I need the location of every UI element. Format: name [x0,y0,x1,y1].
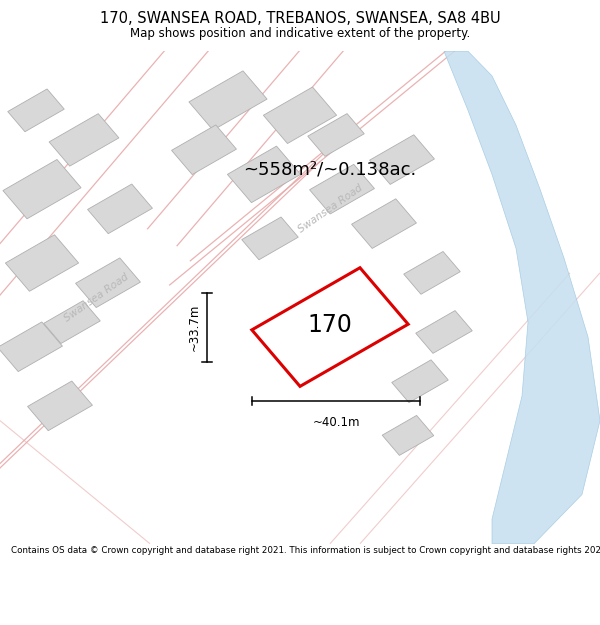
Polygon shape [44,301,100,344]
Polygon shape [404,251,460,294]
Text: Swansea Road: Swansea Road [296,183,364,235]
Polygon shape [49,114,119,166]
Text: 170, SWANSEA ROAD, TREBANOS, SWANSEA, SA8 4BU: 170, SWANSEA ROAD, TREBANOS, SWANSEA, SA… [100,11,500,26]
Polygon shape [172,125,236,174]
Polygon shape [28,381,92,431]
Polygon shape [0,322,62,372]
Text: Map shows position and indicative extent of the property.: Map shows position and indicative extent… [130,27,470,40]
Polygon shape [3,159,81,219]
Text: Swansea Road: Swansea Road [62,272,130,323]
Polygon shape [88,184,152,234]
Polygon shape [242,217,298,260]
Polygon shape [310,164,374,214]
Polygon shape [8,89,64,132]
Polygon shape [5,235,79,291]
Polygon shape [76,258,140,308]
Text: ~40.1m: ~40.1m [312,416,360,429]
Polygon shape [227,146,301,202]
Text: ~558m²/~0.138ac.: ~558m²/~0.138ac. [244,161,416,179]
Polygon shape [370,135,434,184]
Polygon shape [444,51,600,544]
Polygon shape [189,71,267,130]
Polygon shape [382,416,434,456]
Polygon shape [308,114,364,156]
Polygon shape [352,199,416,249]
Polygon shape [263,87,337,144]
Polygon shape [416,311,472,353]
Polygon shape [392,360,448,403]
Text: ~33.7m: ~33.7m [187,303,200,351]
Text: 170: 170 [308,312,352,337]
Text: Contains OS data © Crown copyright and database right 2021. This information is : Contains OS data © Crown copyright and d… [11,546,600,555]
